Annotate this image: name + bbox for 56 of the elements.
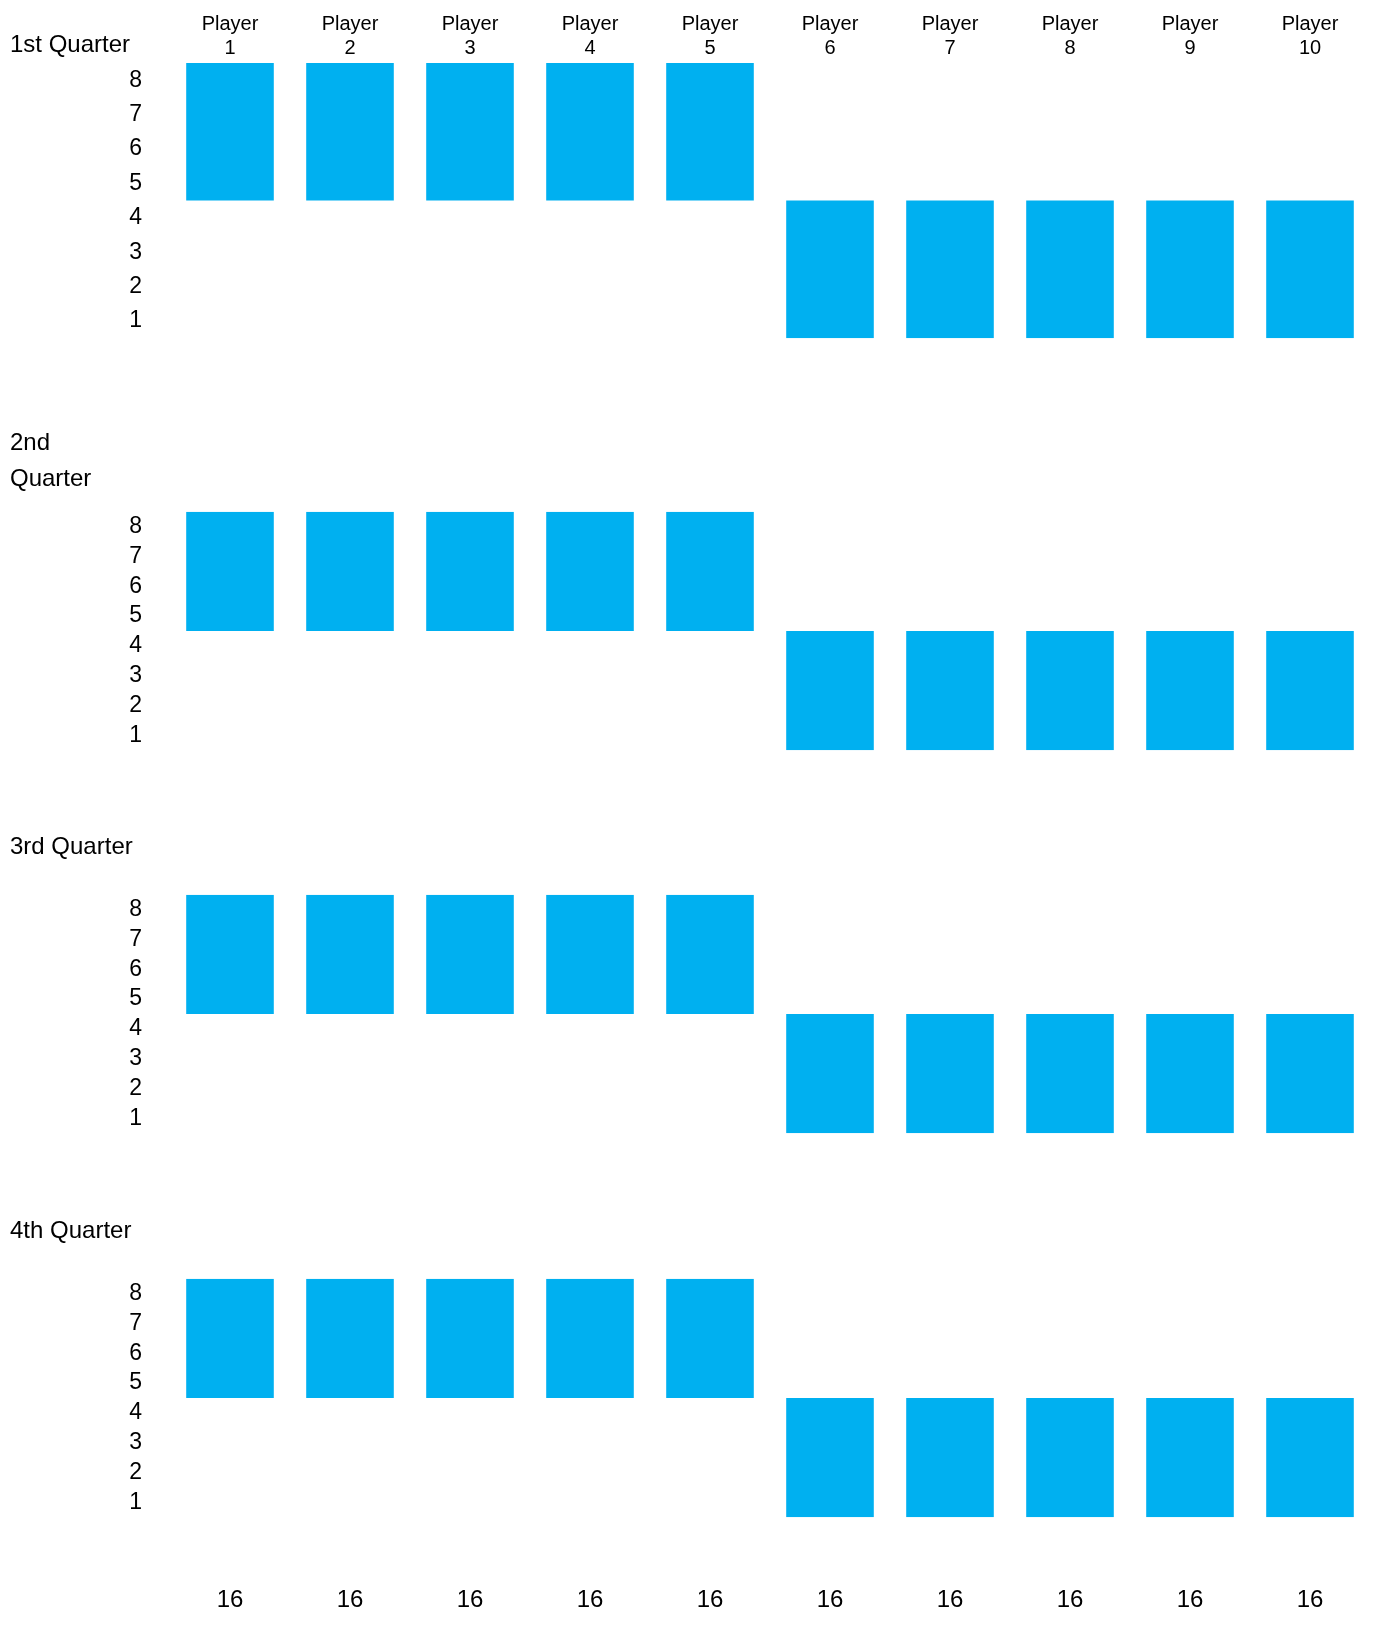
y-tick-label: 6	[129, 954, 142, 981]
x-tick-label: Player 8	[1041, 11, 1099, 58]
data-label: 16	[336, 1585, 364, 1613]
data-label: 16	[816, 1585, 844, 1613]
x-tick-label: Player 2	[321, 11, 379, 58]
y-tick-label: 5	[129, 601, 142, 628]
y-tick-label: 2	[129, 690, 142, 717]
x-tick-label: Player 9	[1161, 11, 1219, 58]
y-tick-label: 7	[129, 924, 142, 951]
data-label: 16	[216, 1585, 244, 1613]
y-tick-label: 8	[129, 1279, 142, 1306]
data-label: 16	[1176, 1585, 1204, 1613]
y-tick-label: 4	[129, 1014, 143, 1041]
data-label: 16	[696, 1585, 724, 1613]
y-tick-label: 6	[129, 571, 142, 598]
y-tick-label: 7	[129, 541, 142, 568]
x-tick-label: Player 4	[561, 11, 619, 58]
y-tick-label: 5	[129, 168, 142, 195]
data-label: 16	[1296, 1585, 1324, 1613]
x-tick-label: Player 1	[201, 11, 259, 58]
y-tick-label: 1	[129, 720, 142, 747]
y-tick-label: 4	[129, 631, 143, 658]
x-tick-label: Player 10	[1281, 11, 1339, 58]
y-tick-label: 3	[129, 1044, 142, 1071]
y-tick-label: 8	[129, 65, 142, 92]
y-tick-label: 4	[129, 1398, 143, 1425]
data-label: 16	[576, 1585, 604, 1613]
y-tick-label: 5	[129, 1368, 142, 1395]
y-tick-label: 2	[129, 1073, 142, 1100]
chart-title: 4th Quarter	[10, 1215, 133, 1245]
y-tick-label: 3	[129, 661, 142, 688]
x-tick-label: Player 6	[801, 11, 859, 58]
y-tick-label: 2	[129, 1457, 142, 1484]
chart-title: 1st Quarter	[10, 30, 131, 57]
chart-title: 2nd Quarter	[10, 427, 93, 493]
y-tick-label: 6	[129, 1338, 142, 1365]
y-tick-label: 1	[129, 1487, 142, 1514]
data-label: 16	[936, 1585, 964, 1613]
x-tick-label: Player 3	[441, 11, 499, 58]
data-label: 16	[456, 1585, 484, 1613]
x-tick-label: Player 7	[921, 11, 979, 58]
y-tick-label: 8	[129, 895, 142, 922]
y-tick-label: 6	[129, 134, 142, 161]
y-tick-label: 7	[129, 99, 142, 126]
data-label: 16	[1056, 1585, 1084, 1613]
y-tick-label: 7	[129, 1308, 142, 1335]
y-tick-label: 3	[129, 1428, 142, 1455]
x-tick-label: Player 5	[681, 11, 739, 58]
y-tick-label: 1	[129, 306, 142, 333]
y-tick-label: 1	[129, 1103, 142, 1130]
y-tick-label: 3	[129, 237, 142, 264]
chart-title: 3rd Quarter	[10, 831, 134, 861]
y-tick-label: 5	[129, 984, 142, 1011]
y-tick-label: 2	[129, 271, 142, 298]
y-tick-label: 4	[129, 203, 143, 230]
y-tick-label: 8	[129, 512, 142, 539]
